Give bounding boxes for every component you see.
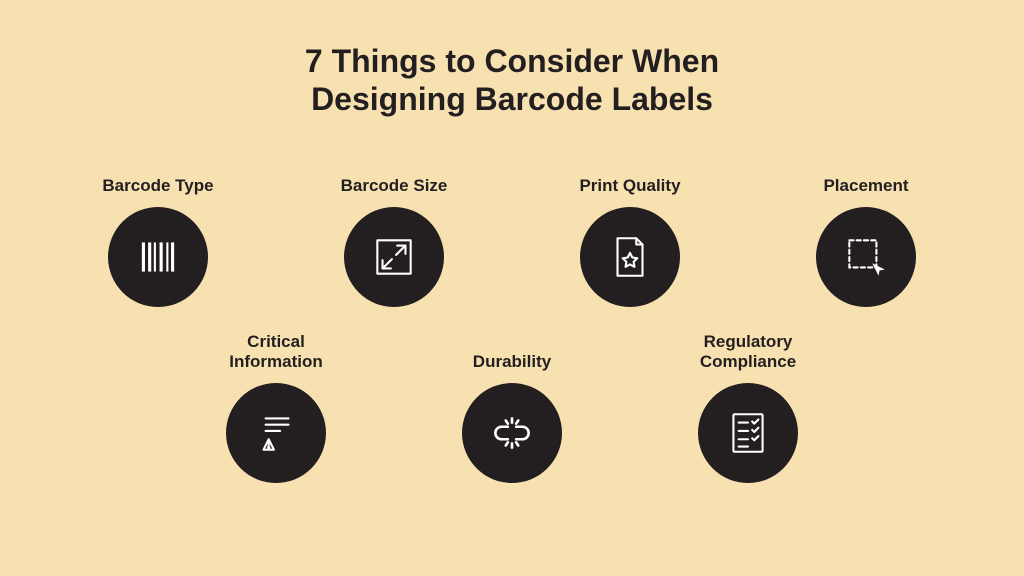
label-barcode-size: Barcode Size bbox=[341, 155, 448, 197]
checklist-icon bbox=[723, 408, 773, 458]
resize-icon bbox=[369, 232, 419, 282]
infographic-page: 7 Things to Consider When Designing Barc… bbox=[0, 0, 1024, 576]
circle-print-quality bbox=[580, 207, 680, 307]
circle-regulatory bbox=[698, 383, 798, 483]
circle-critical-info bbox=[226, 383, 326, 483]
item-barcode-size: Barcode Size bbox=[324, 155, 464, 307]
barcode-icon bbox=[133, 232, 183, 282]
lines-warning-icon bbox=[251, 408, 301, 458]
label-regulatory: Regulatory Compliance bbox=[700, 331, 796, 373]
selection-cursor-icon bbox=[841, 232, 891, 282]
item-barcode-type: Barcode Type bbox=[88, 155, 228, 307]
circle-durability bbox=[462, 383, 562, 483]
circle-placement bbox=[816, 207, 916, 307]
circle-barcode-size bbox=[344, 207, 444, 307]
row-1: Barcode Type Barcode Size bbox=[88, 155, 936, 307]
circle-barcode-type bbox=[108, 207, 208, 307]
label-barcode-type: Barcode Type bbox=[102, 155, 213, 197]
label-placement: Placement bbox=[823, 155, 908, 197]
document-star-icon bbox=[605, 232, 655, 282]
item-placement: Placement bbox=[796, 155, 936, 307]
page-title: 7 Things to Consider When Designing Barc… bbox=[305, 42, 719, 119]
label-print-quality: Print Quality bbox=[579, 155, 680, 197]
item-print-quality: Print Quality bbox=[560, 155, 700, 307]
broken-link-icon bbox=[487, 408, 537, 458]
item-critical-info: Critical Information bbox=[206, 331, 346, 483]
item-durability: Durability bbox=[442, 331, 582, 483]
label-critical-info: Critical Information bbox=[229, 331, 323, 373]
item-regulatory: Regulatory Compliance bbox=[678, 331, 818, 483]
label-durability: Durability bbox=[473, 331, 551, 373]
row-2: Critical Information Durability bbox=[206, 331, 818, 483]
